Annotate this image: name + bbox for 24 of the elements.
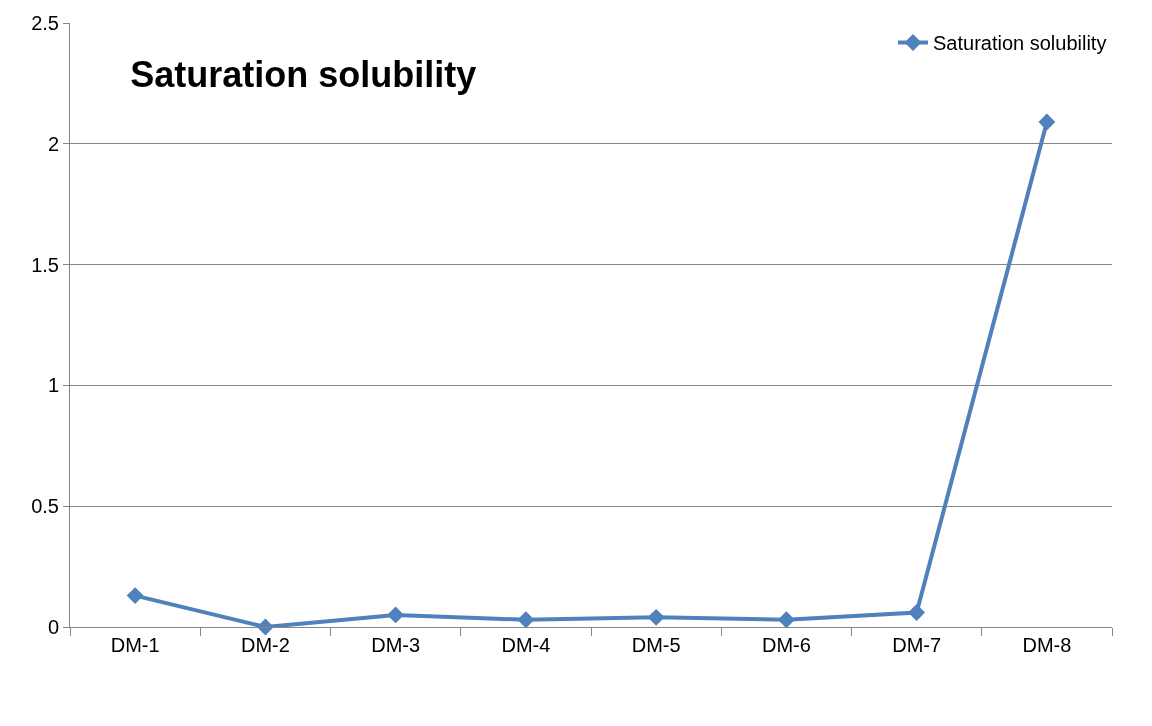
point <box>647 608 665 626</box>
legend-label: Saturation solubility <box>933 32 1107 55</box>
y-tick-label: 1 <box>47 374 59 397</box>
x-tick-label: DM-5 <box>631 634 681 656</box>
y-tick-label: 1.5 <box>31 253 59 276</box>
x-tick-label: DM-6 <box>761 634 811 656</box>
x-tick-label: DM-8 <box>1022 634 1072 656</box>
y-tick-label: 0.5 <box>31 495 59 518</box>
point <box>256 618 274 636</box>
y-tick-label: 2 <box>47 132 59 155</box>
x-tick-label: DM-1 <box>110 634 160 656</box>
x-tick-label: DM-2 <box>240 634 290 656</box>
point <box>517 611 535 629</box>
x-tick-label: DM-4 <box>501 634 551 656</box>
y-tick-label: 0 <box>47 616 59 638</box>
text: Saturation solubility <box>130 54 477 96</box>
point <box>1038 113 1056 131</box>
point <box>777 611 795 629</box>
point <box>126 587 144 605</box>
point <box>908 604 926 621</box>
x-tick-label: DM-7 <box>892 634 942 656</box>
y-tick-label: 2.5 <box>31 12 59 34</box>
point <box>387 606 405 624</box>
x-tick-label: DM-3 <box>371 634 421 656</box>
